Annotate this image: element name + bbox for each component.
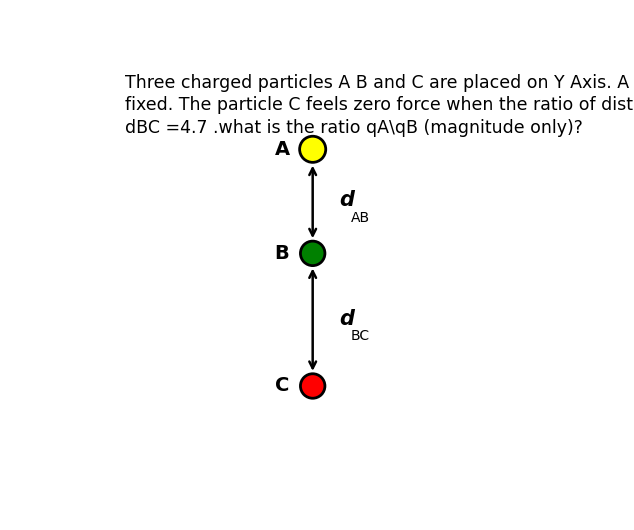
Text: C: C <box>275 376 289 395</box>
Text: dBC =4.7 .what is the ratio qA\qB (magnitude only)?: dBC =4.7 .what is the ratio qA\qB (magni… <box>125 119 583 137</box>
Text: d: d <box>339 308 354 329</box>
Circle shape <box>301 374 325 398</box>
Text: BC: BC <box>351 329 370 343</box>
Circle shape <box>300 136 326 162</box>
Text: Three charged particles A B and C are placed on Y Axis. A and B are: Three charged particles A B and C are pl… <box>125 74 634 92</box>
Text: d: d <box>339 190 354 210</box>
Text: A: A <box>275 140 290 159</box>
Text: fixed. The particle C feels zero force when the ratio of distance dAB\: fixed. The particle C feels zero force w… <box>125 96 634 114</box>
Circle shape <box>301 241 325 266</box>
Text: B: B <box>275 244 290 263</box>
Text: AB: AB <box>351 210 370 225</box>
